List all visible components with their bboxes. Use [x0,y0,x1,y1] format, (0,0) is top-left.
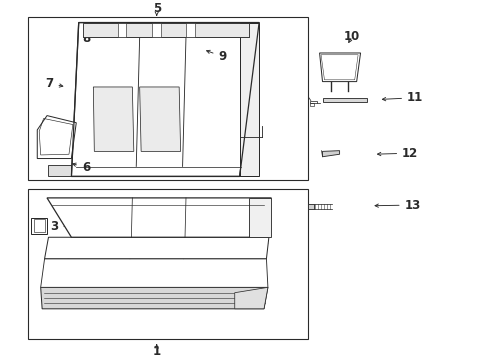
Polygon shape [41,287,267,309]
Text: 7: 7 [45,77,62,90]
Polygon shape [71,23,259,176]
Polygon shape [44,237,268,259]
Text: 9: 9 [206,50,226,63]
Text: 1: 1 [152,345,161,357]
Polygon shape [322,98,366,102]
Polygon shape [239,23,259,176]
Polygon shape [37,116,76,158]
Polygon shape [234,287,267,309]
Text: 8: 8 [81,32,111,45]
Polygon shape [31,217,47,234]
Text: 2: 2 [82,199,104,212]
Bar [27,17,307,180]
Text: 4: 4 [62,249,82,262]
Text: 5: 5 [152,3,161,15]
Polygon shape [319,53,360,82]
Polygon shape [41,259,267,287]
Polygon shape [307,204,313,209]
Polygon shape [185,23,194,37]
Text: 11: 11 [382,91,423,104]
Text: 3: 3 [50,220,70,233]
Text: 6: 6 [72,161,90,174]
Text: 12: 12 [377,147,418,160]
Text: 10: 10 [343,30,359,43]
Polygon shape [322,150,339,157]
Polygon shape [47,198,271,237]
Polygon shape [82,23,249,37]
Polygon shape [140,87,180,151]
Polygon shape [152,23,160,37]
Polygon shape [249,198,271,237]
Text: 13: 13 [374,199,420,212]
Polygon shape [48,165,71,176]
Polygon shape [93,87,134,151]
Polygon shape [118,23,126,37]
Bar [27,189,307,339]
